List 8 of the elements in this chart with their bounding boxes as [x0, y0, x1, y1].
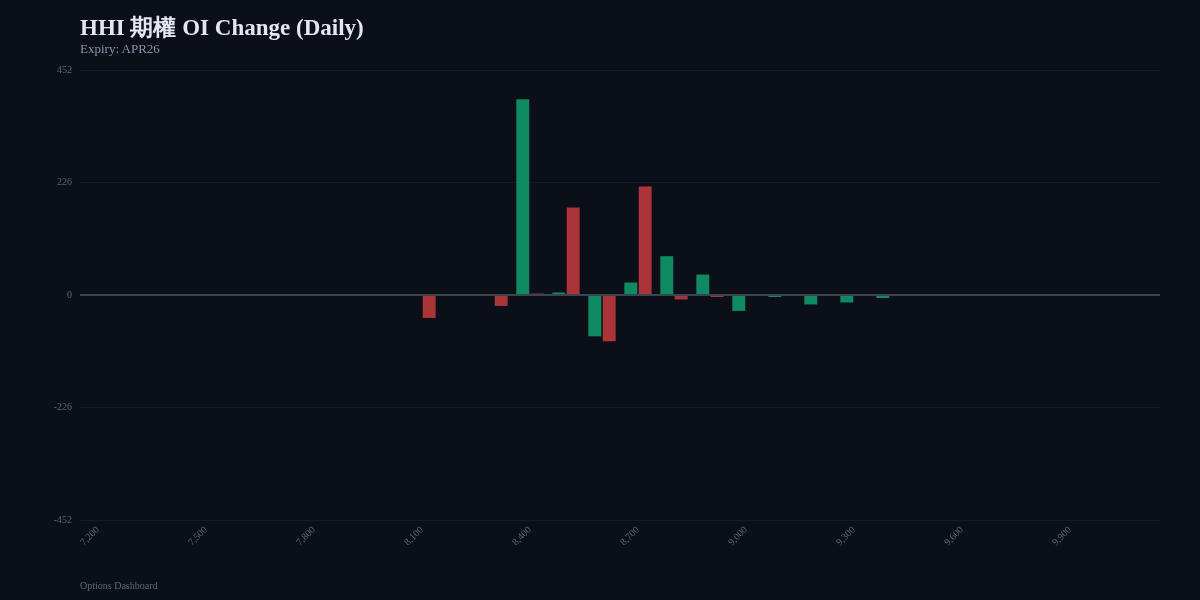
y-tick-label: -452	[53, 513, 72, 525]
y-tick-label: 226	[57, 176, 72, 188]
text: Options Dashboard	[80, 580, 158, 591]
y-tick-label: 0	[67, 288, 72, 300]
y-tick-label: -226	[53, 401, 72, 413]
chart-title: HHI 期權 OI Change (Daily)	[80, 15, 364, 40]
chart-subtitle: Expiry: APR26	[80, 41, 160, 57]
y-tick-label: 452	[57, 63, 72, 75]
